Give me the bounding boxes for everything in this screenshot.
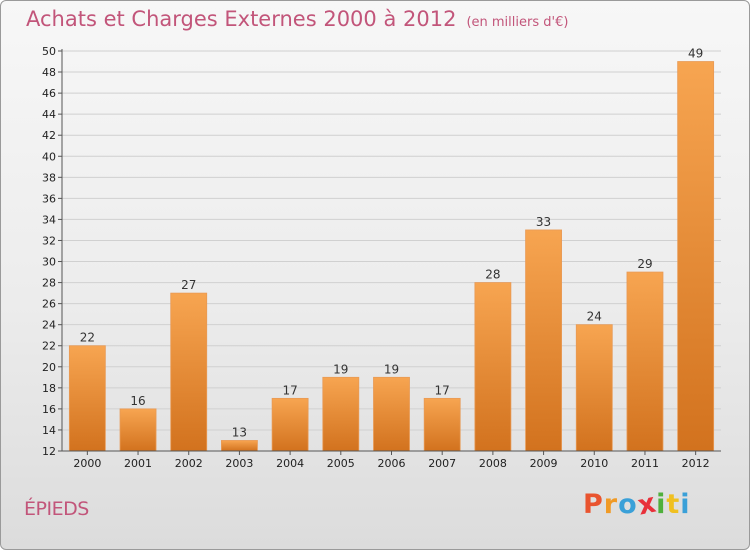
bar-2006 — [373, 376, 410, 452]
bar-2007 — [423, 397, 461, 452]
data-label: 28 — [485, 268, 500, 282]
logo-letter: P — [583, 489, 604, 520]
axes: 12 14 16 18 20 22 24 26 28 30 32 34 36 38 40 42 44 46 48 50… — [42, 45, 721, 470]
logo-letter: o — [618, 489, 638, 520]
y-tick-label: 14 — [42, 424, 56, 437]
bar-2002 — [170, 292, 208, 452]
bar-2001 — [119, 408, 157, 452]
y-tick-label: 46 — [42, 87, 56, 100]
chart-subtitle: (en milliers d'€) — [466, 15, 569, 30]
y-tick-label: 24 — [42, 319, 56, 332]
x-tick-label: 2001 — [124, 457, 152, 470]
y-tick-label: 34 — [42, 213, 56, 226]
x-tick-label: 2006 — [378, 457, 406, 470]
y-tick-label: 28 — [42, 277, 56, 290]
chart-title: Achats et Charges Externes 2000 à 2012 (e… — [26, 7, 568, 31]
bar-2011 — [626, 271, 664, 452]
x-tick-label: 2000 — [73, 457, 101, 470]
x-tick-label: 2003 — [225, 457, 253, 470]
bar-2000 — [68, 345, 106, 452]
y-tick-label: 38 — [42, 171, 56, 184]
data-label: 16 — [130, 394, 145, 408]
y-tick-label: 42 — [42, 129, 56, 142]
bar-2008 — [474, 282, 512, 452]
y-tick-label: 22 — [42, 340, 56, 353]
y-tick-label: 40 — [42, 150, 56, 163]
data-label: 29 — [637, 257, 652, 271]
data-label: 27 — [181, 278, 196, 292]
x-tick-label: 2005 — [327, 457, 355, 470]
x-tick-label: 2002 — [175, 457, 203, 470]
bar-2012 — [677, 61, 715, 452]
x-tick-label: 2008 — [479, 457, 507, 470]
chart-title-text: Achats et Charges Externes 2000 à 2012 — [26, 7, 457, 31]
y-tick-label: 18 — [42, 382, 56, 395]
data-label: 19 — [384, 362, 399, 376]
x-tick-label: 2007 — [428, 457, 456, 470]
logo-letter: r — [603, 489, 619, 520]
data-label: 13 — [232, 425, 247, 439]
data-label: 24 — [587, 310, 602, 324]
x-tick-label: 2011 — [631, 457, 659, 470]
data-label: 33 — [536, 215, 551, 229]
y-tick-label: 16 — [42, 403, 56, 416]
y-tick-label: 20 — [42, 361, 56, 374]
logo-letter: i — [680, 489, 691, 520]
data-label: 49 — [688, 47, 703, 61]
logo-letter: t — [666, 489, 681, 520]
proxiti-logo: Proxiti — [583, 487, 691, 521]
y-tick-label: 50 — [42, 45, 56, 58]
logo-letter: i — [656, 489, 667, 520]
x-tick-label: 2010 — [580, 457, 608, 470]
data-label: 17 — [282, 383, 297, 397]
data-label: 17 — [435, 383, 450, 397]
x-tick-label: 2009 — [530, 457, 558, 470]
y-tick-label: 36 — [42, 192, 56, 205]
bar-2010 — [575, 324, 613, 452]
bar-2009 — [525, 229, 562, 452]
y-tick-label: 26 — [42, 298, 56, 311]
data-label: 22 — [80, 331, 95, 345]
x-tick-label: 2004 — [276, 457, 304, 470]
y-tick-label: 48 — [42, 66, 56, 79]
commune-name: ÉPIEDS — [24, 498, 89, 520]
y-tick-label: 30 — [42, 256, 56, 269]
bar-2004 — [271, 397, 309, 452]
y-tick-label: 12 — [42, 445, 56, 458]
bar-2003 — [221, 440, 258, 452]
y-tick-label: 32 — [42, 234, 56, 247]
data-label: 19 — [333, 362, 348, 376]
y-tick-label: 44 — [42, 108, 56, 121]
bars: 22 16 27 13 17 19 19 17 28 33 24 29 49 — [68, 47, 715, 452]
bar-2005 — [322, 376, 360, 452]
x-tick-label: 2012 — [682, 457, 710, 470]
